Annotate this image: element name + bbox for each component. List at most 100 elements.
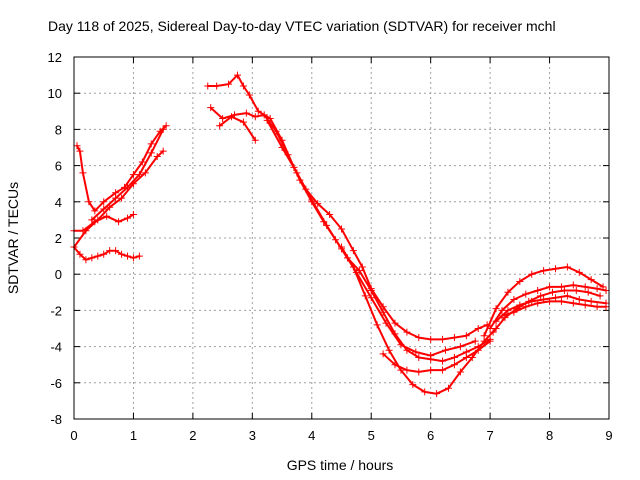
data-point xyxy=(245,91,253,99)
data-point xyxy=(162,122,170,130)
data-point xyxy=(534,299,542,307)
data-point xyxy=(382,319,390,327)
data-point xyxy=(88,254,96,262)
data-point xyxy=(563,292,571,300)
y-tick-label: 2 xyxy=(55,231,62,246)
data-point xyxy=(361,292,369,300)
series-line xyxy=(492,289,602,334)
data-point xyxy=(159,125,167,133)
data-point xyxy=(462,353,470,361)
data-point xyxy=(602,303,610,311)
data-point xyxy=(471,337,479,345)
data-point xyxy=(159,147,167,155)
data-point xyxy=(251,113,259,121)
data-point xyxy=(138,158,146,166)
series-line xyxy=(382,340,492,373)
x-tick-labels: 0 1 2 3 4 5 6 7 8 9 xyxy=(70,428,612,443)
data-point xyxy=(323,221,331,229)
data-point xyxy=(239,118,247,126)
data-point xyxy=(569,299,577,307)
data-point xyxy=(593,285,601,293)
data-point xyxy=(433,390,441,398)
data-point xyxy=(513,305,521,313)
data-point xyxy=(79,169,87,177)
data-point xyxy=(106,247,114,255)
data-point xyxy=(486,325,494,332)
series-B4 xyxy=(263,116,479,360)
data-point xyxy=(225,80,233,88)
y-tick-label: -6 xyxy=(50,376,62,391)
data-point xyxy=(439,357,447,365)
data-point xyxy=(82,256,90,264)
data-point xyxy=(575,268,583,276)
series-line xyxy=(501,300,607,317)
data-point xyxy=(468,353,476,361)
data-point xyxy=(456,368,464,376)
data-point xyxy=(587,297,595,305)
data-point xyxy=(522,290,530,298)
data-point xyxy=(403,366,411,374)
data-point xyxy=(91,207,99,215)
data-point xyxy=(91,218,99,226)
data-point xyxy=(552,294,559,302)
data-point xyxy=(293,169,301,177)
data-point xyxy=(439,366,447,374)
grid-lines xyxy=(74,57,609,419)
data-point xyxy=(572,286,580,294)
data-point xyxy=(379,350,387,358)
series-line xyxy=(218,115,257,142)
y-tick-label: 12 xyxy=(48,50,62,65)
data-point xyxy=(76,147,84,155)
data-point xyxy=(439,335,447,343)
x-tick-label: 3 xyxy=(249,428,256,443)
data-point xyxy=(549,288,557,296)
data-point xyxy=(587,276,595,284)
data-point xyxy=(596,292,604,300)
x-tick-label: 7 xyxy=(486,428,493,443)
data-point xyxy=(510,296,518,304)
data-point xyxy=(415,353,423,361)
data-point xyxy=(445,384,452,392)
data-point xyxy=(546,283,554,291)
data-point xyxy=(546,297,554,305)
data-point xyxy=(474,325,482,332)
data-point xyxy=(456,343,464,351)
data-point xyxy=(525,297,533,305)
data-point xyxy=(557,283,565,291)
data-point xyxy=(575,296,583,304)
data-point xyxy=(112,194,120,202)
data-point xyxy=(147,149,155,157)
data-point xyxy=(124,183,131,191)
data-point xyxy=(528,270,536,278)
series-B2 xyxy=(207,104,494,365)
data-point xyxy=(474,346,482,354)
data-point xyxy=(409,381,417,389)
data-point xyxy=(135,252,143,260)
data-point xyxy=(94,252,102,260)
data-point xyxy=(522,303,530,311)
data-point xyxy=(534,286,542,294)
data-point xyxy=(492,317,500,325)
data-point xyxy=(373,321,381,329)
data-point xyxy=(204,82,212,90)
data-point xyxy=(219,115,227,123)
data-point xyxy=(391,319,399,327)
data-point xyxy=(129,254,137,262)
series-C1 xyxy=(480,263,607,340)
data-point xyxy=(100,205,108,213)
plot-frame xyxy=(73,56,610,420)
y-tick-label: 4 xyxy=(55,195,62,210)
data-point xyxy=(367,286,375,294)
data-point xyxy=(326,210,334,218)
data-point xyxy=(421,388,429,396)
data-point xyxy=(498,312,506,320)
data-point xyxy=(560,286,568,294)
y-tick-label: -4 xyxy=(50,340,62,355)
data-point xyxy=(251,136,259,144)
data-point xyxy=(254,107,262,115)
data-point xyxy=(486,337,494,345)
series-B3 xyxy=(216,113,259,144)
data-point xyxy=(141,169,149,177)
x-tick-label: 6 xyxy=(427,428,434,443)
